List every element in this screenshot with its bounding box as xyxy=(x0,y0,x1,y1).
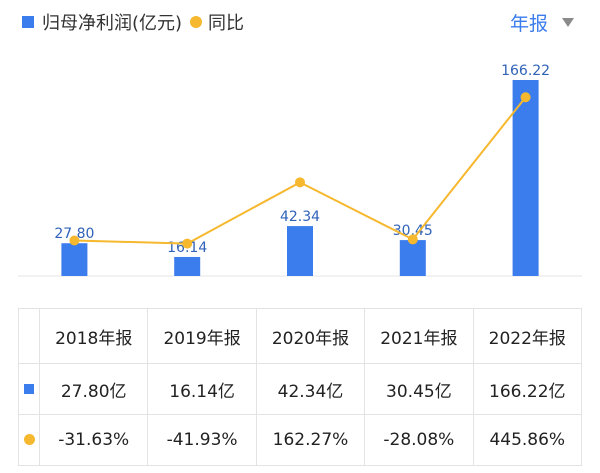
bar-2018年报 xyxy=(61,243,88,276)
line-legend-label: 同比 xyxy=(208,13,245,34)
line-marker-icon xyxy=(23,434,35,445)
data-table: 2018年报 2019年报 2020年报 2021年报 2022年报 27.80… xyxy=(18,308,583,466)
bar-2022年报 xyxy=(512,80,539,276)
line-legend-swatch xyxy=(190,16,203,28)
profit-cell: 166.22亿 xyxy=(472,363,583,415)
bar-legend-label: 归母净利润(亿元) xyxy=(42,13,183,34)
caret-down-icon xyxy=(562,17,574,27)
yoy-cell: -28.08% xyxy=(364,414,474,466)
profit-row: 27.80亿 16.14亿 42.34亿 30.45亿 166.22亿 xyxy=(18,363,583,415)
yoy-point xyxy=(520,92,531,103)
header-2019: 2019年报 xyxy=(147,308,257,364)
header-2022: 2022年报 xyxy=(472,308,583,364)
profit-cell: 30.45亿 xyxy=(364,363,474,415)
chart-legend: 归母净利润(亿元) 同比 xyxy=(22,10,244,34)
header-2020: 2020年报 xyxy=(255,308,366,364)
bar-legend-swatch xyxy=(22,16,34,28)
yoy-point xyxy=(407,234,418,245)
bar-2020年报 xyxy=(287,226,313,276)
bar-value-label: 27.80 xyxy=(54,226,94,242)
period-selector-label: 年报 xyxy=(509,12,548,35)
yoy-row: -31.63% -41.93% 162.27% -28.08% 445.86% xyxy=(18,414,583,466)
yoy-cell: -31.63% xyxy=(38,414,149,466)
table-header-row: 2018年报 2019年报 2020年报 2021年报 2022年报 xyxy=(18,308,583,364)
bar-value-label: 166.22 xyxy=(501,63,550,79)
period-selector[interactable]: 年报 xyxy=(510,9,574,35)
header-blank-cell xyxy=(18,308,40,364)
bar-value-label: 42.34 xyxy=(280,209,320,225)
profit-row-marker xyxy=(18,363,40,415)
header-2021: 2021年报 xyxy=(364,308,474,364)
yoy-point xyxy=(69,235,80,246)
bar-2019年报 xyxy=(174,256,201,276)
yoy-point xyxy=(182,238,193,249)
profit-cell: 16.14亿 xyxy=(147,363,257,415)
yoy-row-marker xyxy=(18,414,40,466)
profit-cell: 42.34亿 xyxy=(255,363,366,415)
yoy-point xyxy=(295,177,305,188)
bar-2021年报 xyxy=(399,240,426,276)
yoy-cell: 445.86% xyxy=(472,414,583,466)
header-2018: 2018年报 xyxy=(38,308,149,364)
yoy-cell: 162.27% xyxy=(255,414,366,466)
yoy-cell: -41.93% xyxy=(147,414,257,466)
bar-marker-icon xyxy=(24,384,34,394)
profit-cell: 27.80亿 xyxy=(38,363,149,415)
